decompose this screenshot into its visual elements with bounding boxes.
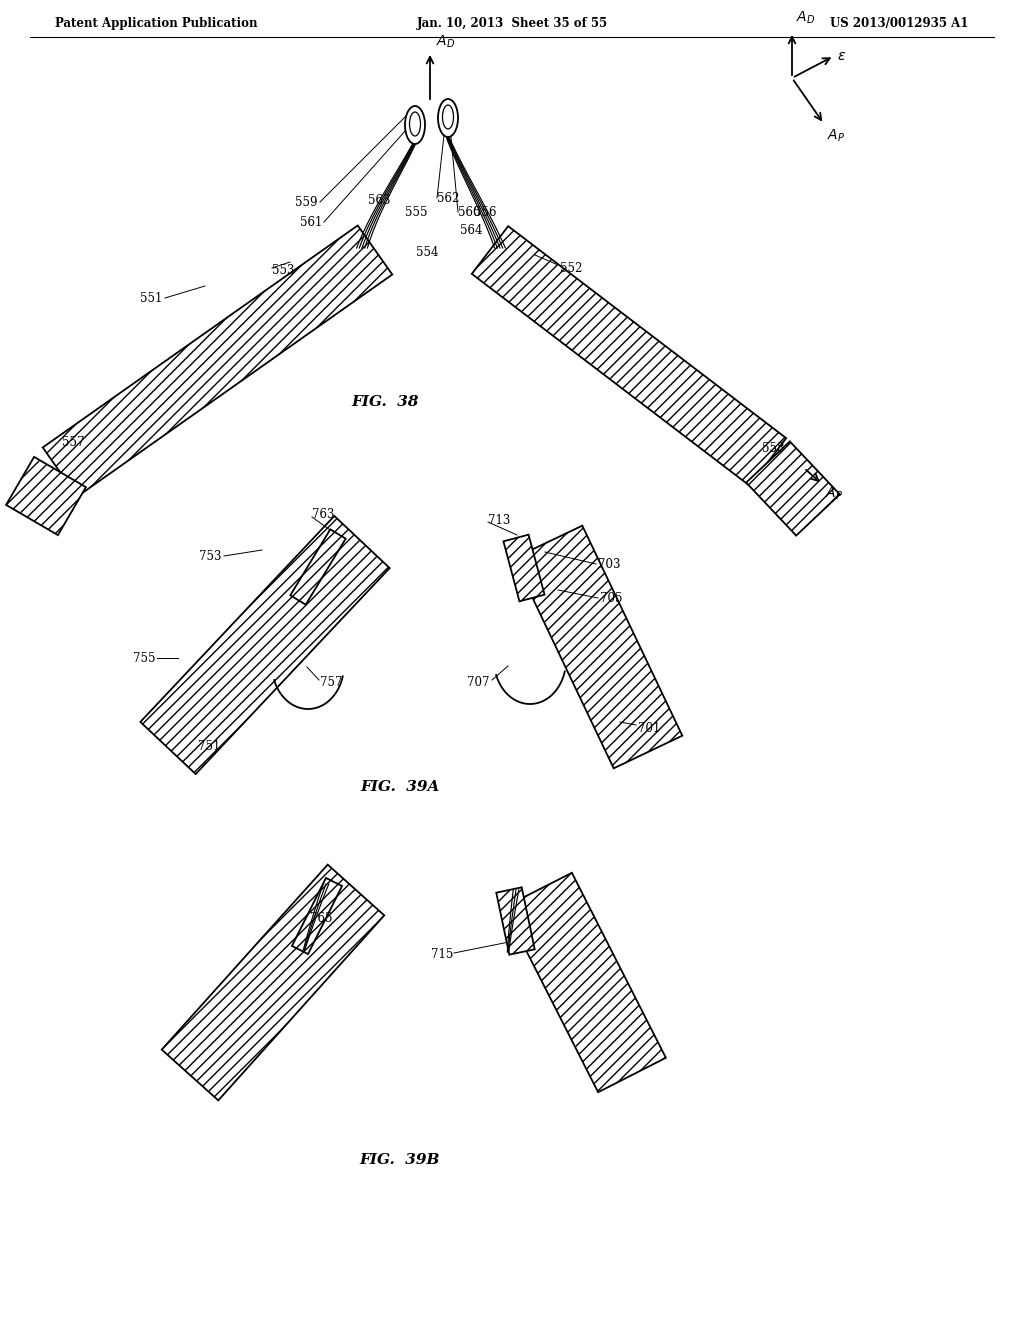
Polygon shape [497, 887, 535, 954]
Text: 555: 555 [406, 206, 427, 219]
Text: 552: 552 [560, 261, 583, 275]
Polygon shape [746, 441, 840, 536]
Polygon shape [292, 878, 342, 954]
Text: Patent Application Publication: Patent Application Publication [55, 17, 257, 30]
Text: 701: 701 [638, 722, 660, 734]
Text: FIG.  39A: FIG. 39A [360, 780, 439, 795]
Text: 705: 705 [600, 591, 623, 605]
Text: 554: 554 [416, 246, 438, 259]
Text: US 2013/0012935 A1: US 2013/0012935 A1 [829, 17, 968, 30]
Text: 564: 564 [460, 223, 482, 236]
Text: 713: 713 [488, 513, 510, 527]
Text: 558: 558 [762, 441, 784, 454]
Polygon shape [162, 865, 384, 1101]
Text: $\varepsilon$: $\varepsilon$ [837, 49, 846, 63]
Polygon shape [514, 525, 682, 768]
Polygon shape [6, 457, 86, 535]
Text: 763: 763 [312, 508, 335, 521]
Polygon shape [140, 516, 390, 774]
Polygon shape [472, 226, 786, 486]
Text: 707: 707 [468, 676, 490, 689]
Text: $A_D$: $A_D$ [796, 9, 815, 26]
Ellipse shape [406, 106, 425, 144]
Text: FIG.  38: FIG. 38 [351, 395, 419, 409]
Text: 765: 765 [310, 912, 333, 924]
Polygon shape [504, 873, 666, 1092]
Ellipse shape [438, 99, 458, 137]
Text: $A_P$: $A_P$ [825, 486, 843, 503]
Text: 703: 703 [598, 557, 621, 570]
Text: 755: 755 [132, 652, 155, 664]
Text: 553: 553 [272, 264, 295, 276]
Text: 757: 757 [319, 676, 342, 689]
Text: 557: 557 [62, 436, 85, 449]
Text: 556: 556 [474, 206, 497, 219]
Text: 562: 562 [437, 191, 460, 205]
Text: 561: 561 [300, 215, 322, 228]
Text: 551: 551 [139, 292, 162, 305]
Text: Jan. 10, 2013  Sheet 35 of 55: Jan. 10, 2013 Sheet 35 of 55 [417, 17, 607, 30]
Polygon shape [504, 535, 545, 602]
Text: $A_D$: $A_D$ [436, 33, 456, 50]
Text: 751: 751 [198, 739, 220, 752]
Ellipse shape [410, 112, 421, 136]
Polygon shape [43, 226, 392, 496]
Text: 563: 563 [368, 194, 390, 206]
Text: 753: 753 [200, 549, 222, 562]
Text: FIG.  39B: FIG. 39B [359, 1152, 440, 1167]
Ellipse shape [442, 106, 454, 129]
Text: 560: 560 [458, 206, 480, 219]
Text: 559: 559 [296, 195, 318, 209]
Text: $A_P$: $A_P$ [827, 128, 845, 144]
Polygon shape [290, 529, 346, 605]
Text: 715: 715 [431, 949, 453, 961]
